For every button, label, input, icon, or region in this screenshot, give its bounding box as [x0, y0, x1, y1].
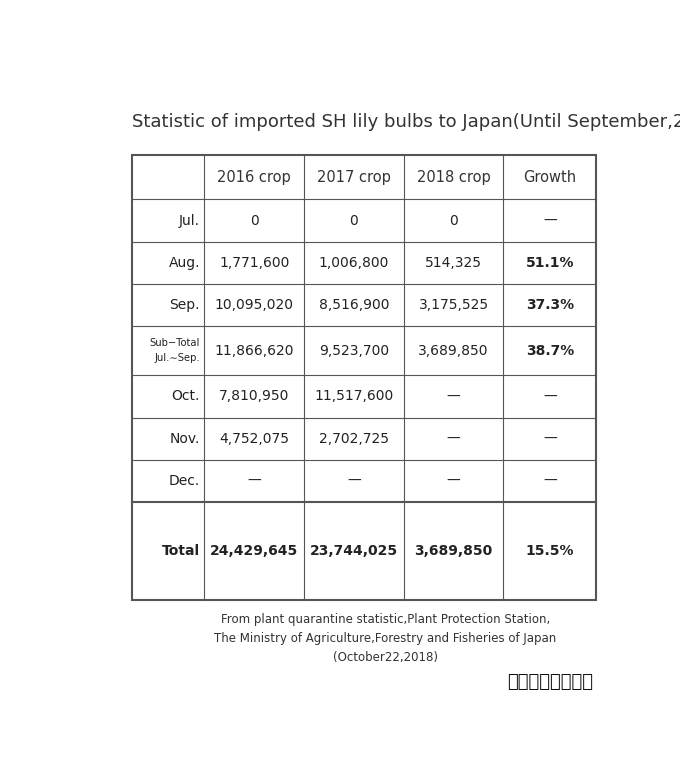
Text: Sep.: Sep. — [169, 298, 200, 312]
Text: 514,325: 514,325 — [425, 256, 482, 270]
Text: 株式会社中村農園: 株式会社中村農園 — [507, 673, 594, 691]
Text: —: — — [248, 474, 261, 488]
Text: 0: 0 — [250, 214, 258, 227]
Text: —: — — [447, 432, 460, 446]
Text: 2017 crop: 2017 crop — [317, 170, 391, 184]
Text: Total: Total — [162, 544, 200, 558]
Text: Jul.∼Sep.: Jul.∼Sep. — [154, 353, 200, 363]
Text: 11,866,620: 11,866,620 — [214, 344, 294, 358]
Text: Jul.: Jul. — [179, 214, 200, 227]
Text: (October22,2018): (October22,2018) — [333, 651, 438, 664]
Text: —: — — [543, 474, 557, 488]
Text: —: — — [347, 474, 361, 488]
Text: 1,006,800: 1,006,800 — [319, 256, 389, 270]
Text: 15.5%: 15.5% — [526, 544, 574, 558]
Text: Growth: Growth — [523, 170, 577, 184]
Text: 11,517,600: 11,517,600 — [314, 389, 394, 403]
Text: —: — — [543, 389, 557, 403]
Text: 0: 0 — [449, 214, 458, 227]
Text: 2016 crop: 2016 crop — [218, 170, 291, 184]
Text: 24,429,645: 24,429,645 — [210, 544, 299, 558]
Text: Oct.: Oct. — [172, 389, 200, 403]
Text: —: — — [447, 474, 460, 488]
Text: The Ministry of Agriculture,Forestry and Fisheries of Japan: The Ministry of Agriculture,Forestry and… — [214, 632, 556, 645]
Text: —: — — [447, 389, 460, 403]
Text: 1,771,600: 1,771,600 — [219, 256, 290, 270]
Text: Aug.: Aug. — [169, 256, 200, 270]
Text: 4,752,075: 4,752,075 — [219, 432, 289, 446]
Text: —: — — [543, 214, 557, 227]
Text: 2018 crop: 2018 crop — [417, 170, 490, 184]
Text: Sub−Total: Sub−Total — [150, 338, 200, 348]
Text: 38.7%: 38.7% — [526, 344, 574, 358]
Text: 7,810,950: 7,810,950 — [219, 389, 290, 403]
Text: 3,689,850: 3,689,850 — [414, 544, 493, 558]
Text: Statistic of imported SH lily bulbs to Japan(Until September,2018): Statistic of imported SH lily bulbs to J… — [133, 113, 680, 131]
Text: 0: 0 — [350, 214, 358, 227]
Text: 10,095,020: 10,095,020 — [215, 298, 294, 312]
Text: 2,702,725: 2,702,725 — [319, 432, 389, 446]
Bar — [133, 155, 596, 600]
Text: 3,175,525: 3,175,525 — [418, 298, 489, 312]
Text: —: — — [543, 432, 557, 446]
Text: 37.3%: 37.3% — [526, 298, 574, 312]
Text: 9,523,700: 9,523,700 — [319, 344, 389, 358]
Text: 23,744,025: 23,744,025 — [310, 544, 398, 558]
Text: Nov.: Nov. — [170, 432, 200, 446]
Text: 3,689,850: 3,689,850 — [418, 344, 489, 358]
Text: From plant quarantine statistic,Plant Protection Station,: From plant quarantine statistic,Plant Pr… — [221, 613, 550, 626]
Text: 8,516,900: 8,516,900 — [319, 298, 389, 312]
Text: 51.1%: 51.1% — [526, 256, 574, 270]
Text: Dec.: Dec. — [169, 474, 200, 488]
